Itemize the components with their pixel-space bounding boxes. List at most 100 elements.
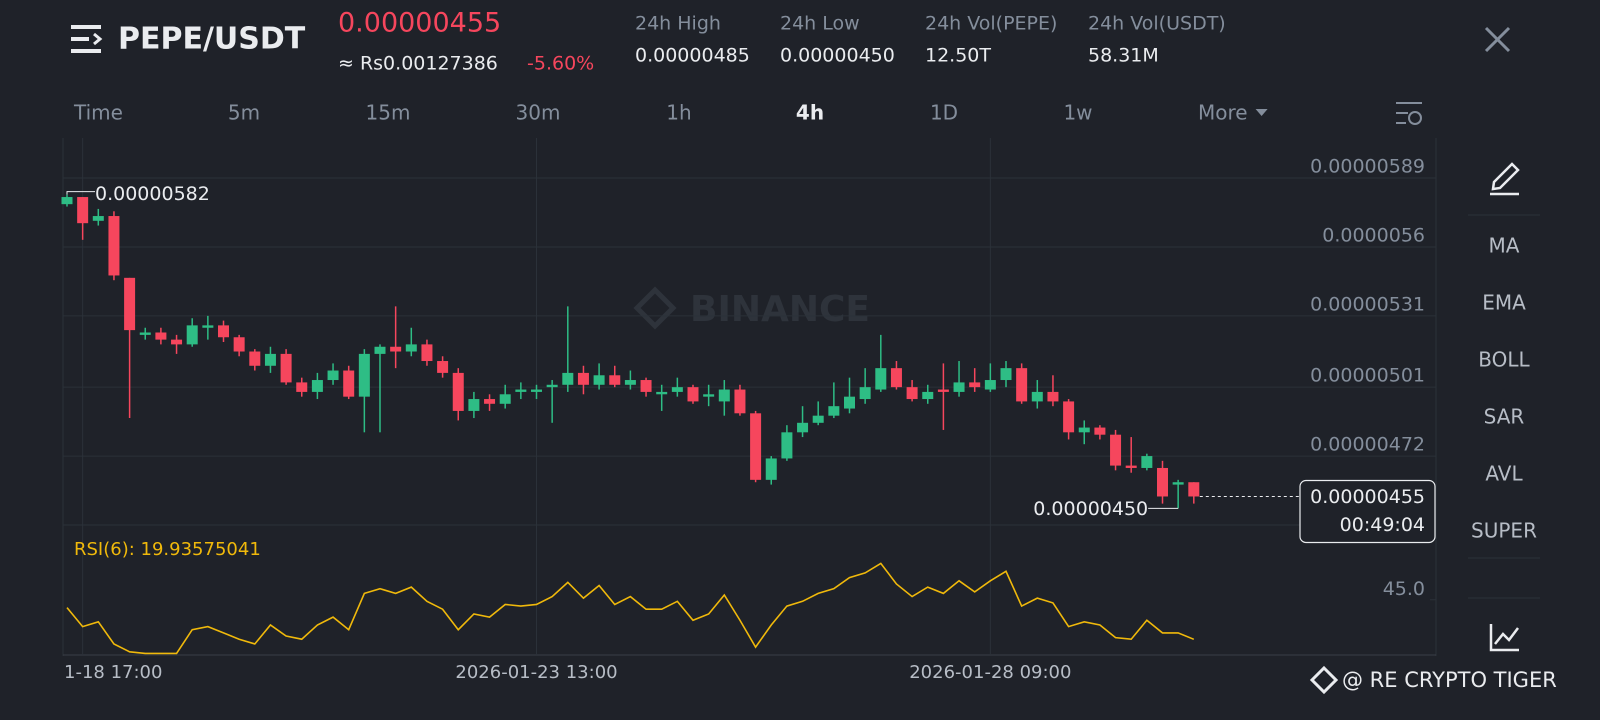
candle-body [593, 375, 605, 385]
interval-tab[interactable]: 15m [366, 101, 411, 125]
candle-body [797, 422, 809, 433]
interval-tab[interactable]: Time [73, 101, 123, 125]
candle-body [656, 391, 668, 395]
stat-value: 58.31M [1088, 45, 1159, 67]
candle-body [421, 344, 433, 362]
low-marker-label: 0.00000450 [1033, 498, 1148, 520]
candle-body [609, 375, 621, 385]
indicator-chart-icon[interactable] [1489, 624, 1519, 652]
x-tick-label: 1-18 17:00 [64, 662, 162, 683]
watermark: BINANCE [633, 286, 870, 330]
candle-body [1125, 465, 1137, 468]
stat-label: 24h Vol(USDT) [1088, 13, 1226, 35]
indicator[interactable]: MA [1489, 234, 1520, 258]
candle-body [202, 325, 214, 328]
interval-tab[interactable]: More [1198, 101, 1248, 125]
close-icon[interactable] [1484, 26, 1511, 53]
candle-body [922, 391, 934, 400]
candle-body [640, 380, 652, 392]
rsi-tick-label: 45.0 [1383, 578, 1425, 600]
candle-body [875, 368, 887, 390]
menu-icon[interactable] [71, 25, 103, 53]
candle-body [546, 384, 558, 388]
candle-body [218, 325, 229, 338]
icon-stroke [1484, 26, 1511, 53]
icon-stroke [1489, 624, 1519, 652]
candle-body [1031, 391, 1043, 402]
interval-tab[interactable]: 5m [228, 101, 260, 125]
candle-body [468, 399, 480, 411]
stat-value: 12.50T [925, 45, 991, 67]
candle-body [1141, 456, 1153, 468]
candle-body [734, 389, 746, 414]
candle-body [186, 325, 198, 345]
candle-body [1188, 482, 1200, 497]
change: -5.60% [527, 53, 594, 75]
candle-body [577, 372, 589, 385]
candle-body [61, 197, 73, 205]
candle-body [343, 370, 355, 397]
candle-body [171, 339, 183, 345]
candle-body [1172, 482, 1184, 485]
candle-body [671, 387, 683, 392]
candle-body [969, 382, 981, 388]
candle-body [562, 372, 574, 385]
stat-label: 24h High [635, 13, 721, 35]
indicator[interactable]: SUPER [1471, 519, 1537, 543]
indicator[interactable]: SAR [1484, 405, 1525, 429]
settings-icon[interactable] [1396, 102, 1422, 125]
candle-body [92, 216, 104, 221]
pen-icon[interactable] [1490, 162, 1520, 196]
candle-body [828, 406, 840, 416]
interval-tab[interactable]: 30m [516, 101, 561, 125]
indicator[interactable]: AVL [1485, 462, 1523, 486]
indicator[interactable]: BOLL [1478, 348, 1530, 372]
indicator[interactable]: EMA [1482, 291, 1526, 315]
icon-stroke [1491, 162, 1520, 191]
interval-tab[interactable]: 1w [1063, 101, 1092, 125]
y-tick-label: 0.00000501 [1310, 365, 1425, 387]
candle-body [358, 353, 370, 397]
candle-body [1110, 434, 1122, 466]
candle-body [953, 382, 965, 392]
icon-stroke [1494, 627, 1519, 645]
candle-body [264, 353, 276, 366]
candle-body [484, 399, 496, 404]
candle-body [859, 387, 871, 400]
y-tick-label: 0.0000056 [1322, 224, 1425, 246]
candle-body [452, 372, 464, 411]
candle-body [249, 351, 261, 366]
candle-body [937, 389, 949, 392]
interval-tab[interactable]: 1D [930, 101, 958, 125]
candle-body [374, 346, 386, 354]
x-tick-label: 2026-01-28 09:00 [909, 662, 1071, 683]
pair[interactable]: PEPE/USDT [118, 22, 306, 57]
candle-body [296, 382, 308, 392]
interval-tab[interactable]: 4h [796, 101, 824, 125]
candle-body [139, 332, 151, 335]
candle-body [984, 380, 996, 390]
candle-body [233, 337, 245, 352]
candle-body [1047, 391, 1059, 402]
high-marker-label: 0.00000582 [95, 183, 210, 205]
candle-body [531, 389, 542, 392]
candle-body [703, 394, 715, 397]
candle-body [906, 387, 918, 400]
credit-logo [1309, 665, 1339, 695]
candle-body [1016, 368, 1028, 402]
stat-label: 24h Vol(PEPE) [925, 13, 1057, 35]
candle-body [515, 389, 527, 392]
candle-body [499, 394, 511, 404]
rsi-line [66, 562, 1195, 655]
candle-body [1063, 401, 1075, 433]
dropdown-arrow [1255, 109, 1268, 116]
candle-body [124, 277, 136, 331]
candle-body [750, 413, 762, 480]
candle-body [1157, 467, 1168, 497]
stat-label: 24h Low [780, 13, 860, 35]
x-tick-label: 2026-01-23 13:00 [455, 662, 617, 683]
interval-tab[interactable]: 1h [666, 101, 691, 125]
stat-value: 0.00000485 [635, 45, 750, 67]
